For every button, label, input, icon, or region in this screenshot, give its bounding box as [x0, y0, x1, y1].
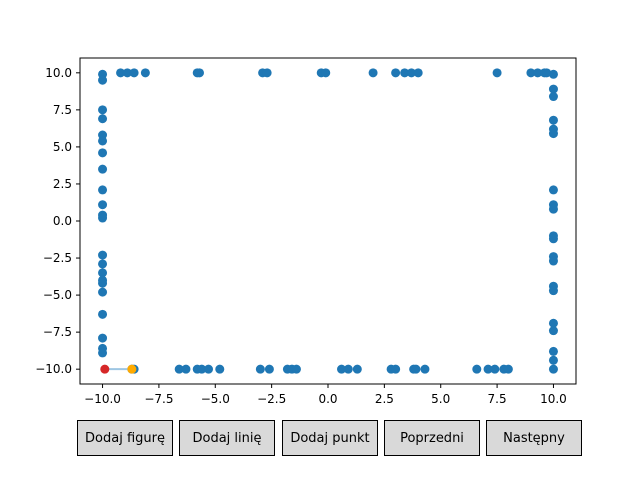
scatter-point [503, 364, 513, 374]
scatter-point [542, 68, 552, 78]
scatter-point [140, 68, 150, 78]
scatter-point [98, 278, 108, 288]
next-button[interactable]: Następny [486, 420, 582, 456]
scatter-point [204, 364, 214, 374]
scatter-point [548, 346, 558, 356]
data-points [98, 68, 558, 374]
scatter-point [420, 364, 430, 374]
y-tick-label: 5.0 [53, 140, 72, 154]
y-tick-label: −10.0 [35, 362, 72, 376]
end-point-marker [127, 364, 137, 374]
scatter-point [197, 364, 207, 374]
scatter-point [98, 287, 108, 297]
scatter-point [490, 364, 500, 374]
add-point-button[interactable]: Dodaj punkt [282, 420, 378, 456]
x-tick-label: 10.0 [540, 392, 567, 406]
scatter-point [98, 114, 108, 124]
scatter-point [533, 68, 543, 78]
y-tick-label: −7.5 [43, 325, 72, 339]
scatter-point [472, 364, 482, 374]
scatter-point [291, 364, 301, 374]
scatter-point [98, 259, 108, 269]
x-tick-label: 5.0 [431, 392, 450, 406]
scatter-point [391, 68, 401, 78]
scatter-point [548, 115, 558, 125]
scatter-point [98, 200, 108, 210]
scatter-point [413, 68, 423, 78]
scatter-point [368, 68, 378, 78]
x-tick-label: −10.0 [84, 392, 121, 406]
x-tick-label: 0.0 [318, 392, 337, 406]
scatter-point [98, 105, 108, 115]
scatter-point [98, 148, 108, 158]
add-line-button[interactable]: Dodaj linię [179, 420, 275, 456]
x-tick-label: −2.5 [257, 392, 286, 406]
x-tick-label: −5.0 [201, 392, 230, 406]
scatter-point [548, 234, 558, 244]
x-tick-label: 2.5 [375, 392, 394, 406]
scatter-point [264, 364, 274, 374]
scatter-point [352, 364, 362, 374]
x-tick-label: 7.5 [488, 392, 507, 406]
scatter-point [98, 213, 108, 223]
scatter-point [98, 136, 108, 146]
scatter-point [215, 364, 225, 374]
scatter-point [98, 250, 108, 260]
scatter-point [548, 355, 558, 365]
scatter-point [98, 348, 108, 358]
scatter-point [343, 364, 353, 374]
scatter-point [548, 129, 558, 139]
scatter-point [483, 364, 493, 374]
y-tick-label: −5.0 [43, 288, 72, 302]
scatter-point [98, 185, 108, 195]
scatter-point [548, 69, 558, 79]
scatter-point [194, 68, 204, 78]
scatter-point [174, 364, 184, 374]
scatter-point [337, 364, 347, 374]
scatter-point [181, 364, 191, 374]
scatter-point [548, 318, 558, 328]
start-point-marker [100, 364, 110, 374]
scatter-point [548, 204, 558, 214]
axis-ticks: −10.0 −7.5 −5.0 −2.5 0.0 2.5 5.0 7.5 10.0 10.0 7.5… [35, 66, 567, 406]
scatter-point [406, 68, 416, 78]
scatter-point [548, 286, 558, 296]
y-tick-label: 2.5 [53, 177, 72, 191]
previous-button[interactable]: Poprzedni [384, 420, 480, 456]
scatter-point [98, 164, 108, 174]
scatter-point [548, 256, 558, 266]
x-tick-label: −7.5 [144, 392, 173, 406]
scatter-point [526, 68, 536, 78]
scatter-point [492, 68, 502, 78]
scatter-point [548, 84, 558, 94]
scatter-point [321, 68, 331, 78]
add-shape-button[interactable]: Dodaj figurę [77, 420, 173, 456]
scatter-point [411, 364, 421, 374]
scatter-point [98, 268, 108, 278]
axes-frame [79, 57, 577, 385]
scatter-point [122, 68, 132, 78]
y-tick-label: 10.0 [45, 66, 72, 80]
y-tick-label: −2.5 [43, 251, 72, 265]
scatter-point [391, 364, 401, 374]
scatter-point [548, 185, 558, 195]
scatter-point [548, 326, 558, 336]
scatter-point [129, 68, 139, 78]
scatter-point [548, 92, 558, 102]
scatter-point [98, 75, 108, 85]
scatter-plot: −10.0 −7.5 −5.0 −2.5 0.0 2.5 5.0 7.5 10.0 10.0 7.5… [35, 57, 577, 406]
scatter-point [255, 364, 265, 374]
scatter-point [400, 68, 410, 78]
scatter-point [98, 309, 108, 319]
scatter-point [262, 68, 272, 78]
scatter-point [548, 364, 558, 374]
scatter-point [98, 333, 108, 343]
scatter-point [116, 68, 126, 78]
y-tick-label: 0.0 [53, 214, 72, 228]
y-tick-label: 7.5 [53, 103, 72, 117]
